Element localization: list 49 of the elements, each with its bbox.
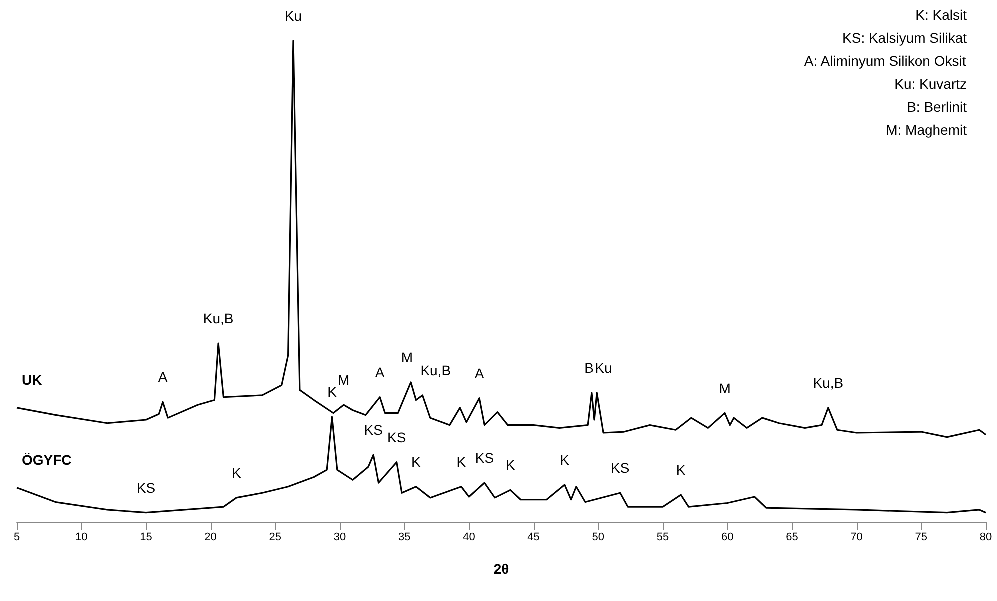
x-tick-label: 70: [850, 532, 863, 544]
annotation: KS: [475, 450, 494, 466]
annotation: KS: [388, 429, 406, 446]
x-tick-label: 65: [786, 532, 798, 544]
annotation: M: [719, 380, 731, 396]
x-tick-label: 30: [334, 532, 346, 544]
annotation: KS: [364, 422, 383, 438]
annotation: KS: Kalsiyum Silikat: [842, 30, 968, 46]
annotation: Ku: [595, 360, 612, 376]
annotation: Ku,B: [203, 310, 234, 326]
annotation: B: [584, 360, 594, 376]
annotation: K: [560, 452, 570, 468]
x-axis-title: 2θ: [494, 561, 510, 577]
annotation: K: [506, 457, 516, 474]
annotation: Ku: [284, 8, 302, 24]
annotation: Ku,B: [813, 374, 844, 391]
x-tick-label: 20: [204, 532, 217, 544]
annotation: KS: [611, 460, 630, 476]
annotation: K: [456, 454, 467, 470]
x-tick-label: 10: [75, 532, 88, 544]
annotation: A: [474, 365, 485, 382]
annotation: K: [412, 454, 422, 470]
annotation: Ku,B: [420, 362, 452, 378]
x-tick-label: 60: [721, 532, 734, 544]
x-tick-label: 50: [592, 532, 605, 544]
x-tick-label: 45: [528, 532, 540, 544]
annotation: M: [338, 372, 350, 388]
x-tick-label: 40: [463, 532, 476, 544]
x-tick-label: 80: [980, 532, 992, 544]
annotation: M: [401, 349, 414, 366]
annotation: K: [232, 464, 242, 481]
x-tick-label: 75: [915, 532, 928, 544]
text: K: Kalsit: [916, 7, 968, 23]
series-label: ÖGYFC: [22, 452, 72, 468]
x-tick-label: 15: [140, 532, 152, 544]
annotation: K: [328, 384, 338, 400]
annotation: K: [676, 462, 686, 478]
annotation: A: [375, 364, 386, 380]
annotation: A: [158, 369, 168, 386]
annotation: B: Berlinit: [907, 99, 968, 115]
series-label: UK: [22, 372, 42, 388]
annotation: M: Maghemit: [886, 122, 968, 138]
annotation: A: Aliminyum Silikon Oksit: [804, 53, 966, 69]
x-tick-label: 25: [269, 532, 282, 544]
x-tick-label: 35: [398, 532, 411, 544]
x-tick-label: 55: [656, 532, 670, 544]
x-tick-label: 5: [14, 532, 20, 544]
annotation: KS: [136, 480, 156, 496]
annotation: Ku: Kuvartz: [894, 76, 968, 92]
